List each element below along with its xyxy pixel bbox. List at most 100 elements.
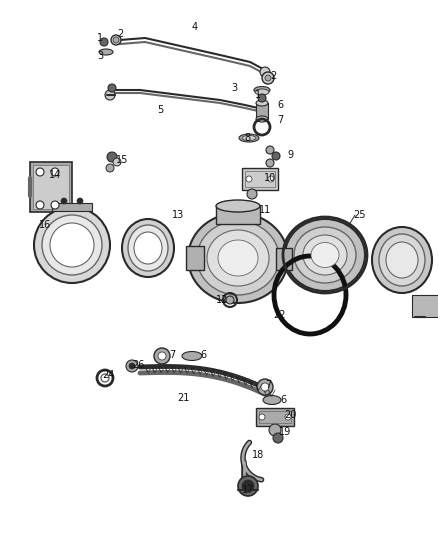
Text: 5: 5 [157,105,163,115]
Bar [412,295,438,317]
Circle shape [258,94,266,102]
Bar [256,408,294,426]
Text: 1: 1 [97,33,103,43]
Ellipse shape [386,242,418,278]
Ellipse shape [122,219,174,277]
Ellipse shape [182,351,202,360]
Ellipse shape [218,240,258,276]
Circle shape [260,67,270,77]
Circle shape [42,215,102,275]
Circle shape [158,352,166,360]
Ellipse shape [294,227,356,283]
Circle shape [265,75,271,81]
Text: 3: 3 [231,83,237,93]
Circle shape [100,38,108,46]
Text: 1: 1 [255,90,261,100]
Text: 26: 26 [132,360,144,370]
Ellipse shape [188,213,288,303]
Bar [276,248,292,270]
Text: 16: 16 [39,220,51,230]
Text: 20: 20 [284,410,296,420]
Ellipse shape [263,395,281,405]
Bar [259,411,291,423]
Circle shape [226,296,234,304]
Text: 7: 7 [277,115,283,125]
Circle shape [51,168,59,176]
Ellipse shape [216,200,260,212]
Ellipse shape [99,49,113,55]
Circle shape [266,159,274,167]
Ellipse shape [311,243,339,268]
Text: 11: 11 [259,205,271,215]
Bar [186,246,204,270]
Circle shape [154,348,170,364]
Text: 22: 22 [274,310,286,320]
Text: 9: 9 [287,150,293,160]
Text: 13: 13 [172,210,184,220]
Circle shape [113,37,119,43]
Circle shape [273,433,283,443]
Ellipse shape [197,221,279,295]
Bar [52,203,92,211]
Ellipse shape [256,100,268,106]
Circle shape [106,164,114,172]
Ellipse shape [242,135,256,141]
Ellipse shape [379,234,425,286]
Circle shape [108,84,116,92]
Circle shape [259,414,265,420]
Text: 24: 24 [102,370,114,380]
Ellipse shape [372,227,432,293]
Bar [33,165,69,209]
Bar [242,168,278,190]
Circle shape [107,152,117,162]
Text: 14: 14 [49,170,61,180]
Bar [30,162,72,212]
Circle shape [285,414,291,420]
Circle shape [113,158,121,166]
Text: 19: 19 [279,427,291,437]
Circle shape [246,176,252,182]
Circle shape [36,201,44,209]
Circle shape [266,146,274,154]
Text: 18: 18 [252,450,264,460]
Text: 2: 2 [270,71,276,81]
Bar [245,171,275,187]
Text: 8: 8 [244,133,250,143]
Ellipse shape [128,225,168,271]
Circle shape [261,383,269,391]
Circle shape [129,363,135,369]
Circle shape [262,72,274,84]
Text: 6: 6 [280,395,286,405]
Bar [216,206,260,224]
Circle shape [50,223,94,267]
Circle shape [126,360,138,372]
Ellipse shape [239,134,259,142]
Text: 15: 15 [116,155,128,165]
Circle shape [51,201,59,209]
Circle shape [238,476,258,496]
Text: 7: 7 [169,350,175,360]
Text: 10: 10 [264,173,276,183]
Circle shape [257,379,273,395]
Text: 7: 7 [265,380,271,390]
Circle shape [268,176,274,182]
Ellipse shape [207,230,269,286]
Text: 12: 12 [216,295,228,305]
Ellipse shape [134,232,162,264]
Circle shape [77,198,83,204]
Ellipse shape [256,116,268,122]
Text: 21: 21 [177,393,189,403]
Circle shape [247,189,257,199]
Circle shape [105,90,115,100]
Circle shape [34,207,110,283]
Text: 6: 6 [200,350,206,360]
Text: 6: 6 [277,100,283,110]
Ellipse shape [255,89,269,95]
Circle shape [242,480,254,492]
Text: 3: 3 [97,51,103,61]
Bar [256,103,268,119]
Circle shape [36,168,44,176]
Text: 4: 4 [192,22,198,32]
Text: 2: 2 [117,29,123,39]
Ellipse shape [285,219,365,291]
